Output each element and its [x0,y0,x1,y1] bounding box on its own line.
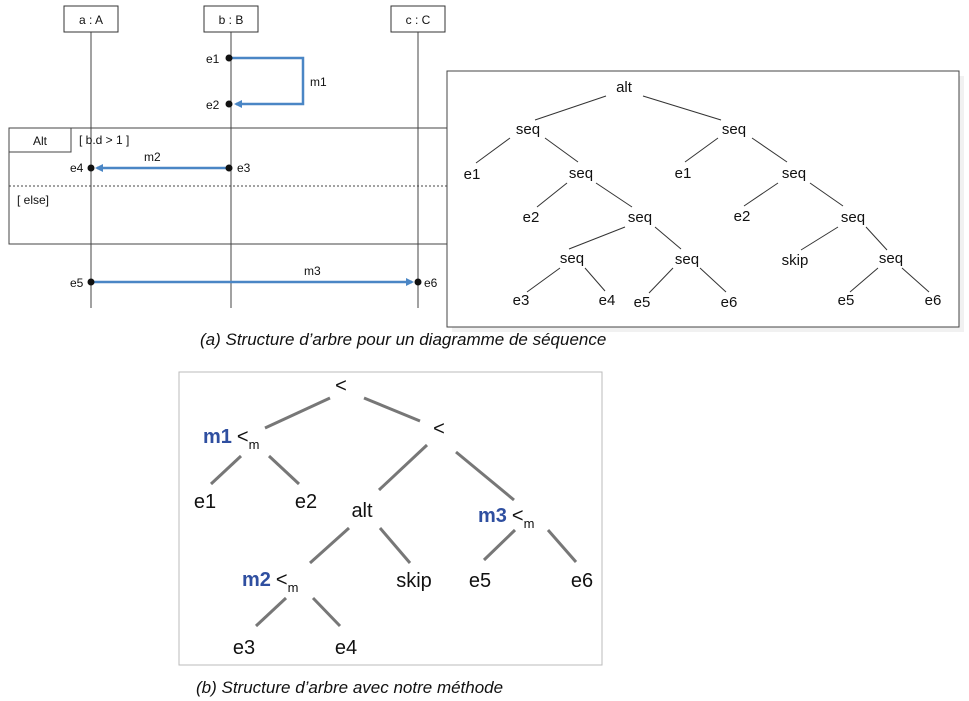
event-label-e3: e3 [237,161,251,175]
tree-b-leaf-e1: e1 [194,491,216,513]
tree-a-edges [475,95,930,294]
tree-b-node-skip: skip [396,570,432,592]
message-m3-label: m3 [304,264,321,278]
lifeline-label-b: b : B [219,13,244,27]
tree-a-leaf-e1: e1 [464,166,481,183]
tree-b-node-lt: < [433,418,445,440]
tree-b-op-sub-m: m [249,437,260,452]
caption-b: (b) Structure d’arbre avec notre méthode [196,678,503,697]
tree-b-leaf-e6: e6 [571,570,593,592]
event-dot-e4 [87,164,95,172]
tree-b: < m1 <m < e1 e2 alt m3 <m m2 <m skip e5 e6 … [178,371,603,666]
tree-b-node-m3: m3 <m [478,505,534,531]
tree-b-label-m2: m2 [242,569,271,591]
tree-a-root-alt: alt [616,79,633,96]
tree-a-frame [446,70,960,328]
event-label-e5: e5 [70,276,84,290]
event-dot-e6 [414,278,422,286]
tree-a-node-seq: seq [722,121,746,138]
tree-a-leaf-e2: e2 [734,208,751,225]
tree-b-op-lt: < [237,426,249,448]
tree-a-node-seq: seq [569,165,593,182]
lifeline-head-b [203,5,259,33]
tree-a-leaf-e4: e4 [599,292,616,309]
tree-a-node-seq: seq [516,121,540,138]
tree-a-leaf-e5: e5 [838,292,855,309]
tree-b-label-m1: m1 [203,426,232,448]
tree-b-op-sub-m: m [288,580,299,595]
tree-a-leaf-e2: e2 [523,209,540,226]
message-m2-label: m2 [144,150,161,164]
tree-a-node-seq: seq [560,250,584,267]
event-label-e1: e1 [206,52,220,66]
tree-b-op-lt: < [276,569,288,591]
tree-b-label-m3: m3 [478,505,507,527]
event-dot-e3 [225,164,233,172]
tree-a-leaf-e1: e1 [675,165,692,182]
tree-a-node-seq: seq [782,165,806,182]
tree-b-op-lt: < [512,505,524,527]
tree-a-node-seq: seq [628,209,652,226]
tree-a-leaf-e6: e6 [925,292,942,309]
event-dot-e2 [225,100,233,108]
event-label-e4: e4 [70,161,84,175]
tree-b-leaf-e5: e5 [469,570,491,592]
alt-guard-2: [ else] [17,193,49,207]
tree-b-op-sub-m: m [524,516,535,531]
caption-a: (a) Structure d’arbre pour un diagramme … [200,330,606,349]
tree-b-edges [209,396,578,628]
tree-a: alt seq seq e1 seq e1 seq e2 seq e2 seq … [446,70,964,332]
tree-a-node-seq: seq [841,209,865,226]
event-dot-e1 [225,54,233,62]
alt-operator-box [8,127,72,153]
tree-b-node-m1: m1 <m [203,426,259,452]
tree-b-node-m2: m2 <m [242,569,298,595]
tree-b-leaf-e3: e3 [233,637,255,659]
tree-b-leaf-e2: e2 [295,491,317,513]
tree-a-leaf-e6: e6 [721,294,738,311]
tree-a-leaf-e5: e5 [634,294,651,311]
tree-a-node-skip: skip [782,252,809,269]
tree-a-leaf-e3: e3 [513,292,530,309]
lifeline-label-a: a : A [79,13,103,27]
alt-guard-1: [ b.d > 1 ] [79,133,129,147]
tree-b-frame [178,371,603,666]
sequence-diagram: a : A b : B c : C Alt [ b.d > 1 ] [ else… [8,5,450,308]
tree-b-node-alt: alt [351,500,373,522]
lifeline-head-a [63,5,119,33]
event-label-e2: e2 [206,98,220,112]
tree-a-node-seq: seq [879,250,903,267]
message-m1-label: m1 [310,75,327,89]
tree-b-leaf-e4: e4 [335,637,357,659]
alt-operator-label: Alt [33,134,48,148]
event-dot-e5 [87,278,95,286]
lifeline-label-c: c : C [406,13,431,27]
event-label-e6: e6 [424,276,438,290]
tree-a-node-seq: seq [675,251,699,268]
tree-b-root-lt: < [335,375,347,397]
message-m1-arrow [231,56,305,108]
